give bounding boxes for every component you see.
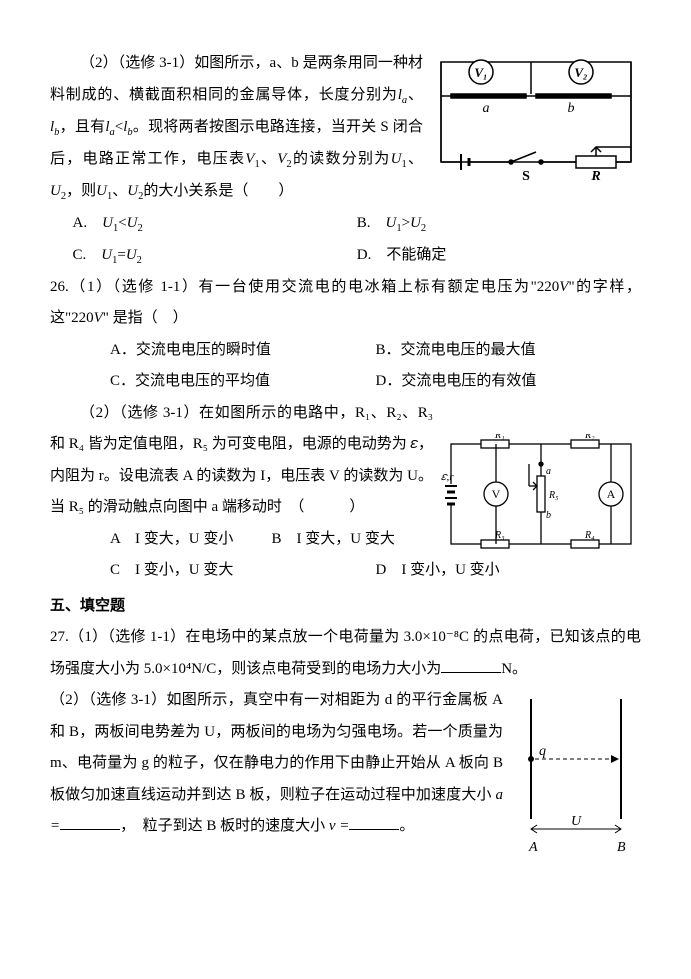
svg-text:a: a	[483, 101, 490, 116]
q26-p1-options-row1: A．交流电电压的瞬时值 B．交流电电压的最大值	[110, 335, 641, 367]
section-title: 五、填空题	[50, 591, 641, 623]
svg-text:V₁: V₁	[474, 65, 487, 80]
svg-text:V: V	[492, 487, 501, 501]
q25-option-c: C. U1=U2	[73, 240, 357, 272]
q26-p1-option-a: A．交流电电压的瞬时值	[110, 335, 376, 367]
q26-p1-options-row2: C．交流电电压的平均值 D．交流电电压的有效值	[110, 366, 641, 398]
svg-text:R₃: R₃	[494, 530, 505, 541]
blank-1	[441, 658, 501, 673]
q25-option-b: B. U1>U2	[357, 208, 641, 240]
svg-text:a: a	[546, 466, 551, 477]
q26-p2-option-b: B I 变大，U 变大	[272, 524, 434, 556]
q26-p2-option-a: A I 变大，U 变小	[110, 524, 272, 556]
svg-text:R₁: R₁	[494, 434, 505, 441]
q26-p1-option-d: D．交流电电压的有效值	[376, 366, 642, 398]
q27-diagram-svg: q U A B	[511, 689, 641, 859]
q25-circuit-svg: V₁ V₂ a b S R	[431, 52, 641, 182]
q25-option-a: A. U1<U2	[73, 208, 357, 240]
q26-part1: 26.（1）（选修 1-1）有一台使用交流电的电冰箱上标有额定电压为"220V"…	[50, 272, 641, 335]
svg-text:B: B	[617, 840, 626, 855]
svg-text:S: S	[522, 169, 530, 182]
q26-p1-option-b: B．交流电电压的最大值	[376, 335, 642, 367]
q26-circuit-figure: R₁ R₂ R₃ R₄ R₅ a b V A 𝜀,r	[441, 434, 641, 554]
svg-text:A: A	[607, 487, 616, 501]
svg-text:R₂: R₂	[584, 434, 595, 441]
q25-option-d: D. 不能确定	[357, 240, 641, 272]
svg-text:U: U	[571, 814, 582, 829]
svg-text:R: R	[590, 169, 600, 182]
svg-text:𝜀,r: 𝜀,r	[441, 471, 454, 483]
q25-circuit-figure: V₁ V₂ a b S R	[431, 52, 641, 182]
svg-text:R₄: R₄	[584, 530, 595, 541]
blank-3	[349, 815, 399, 830]
q26-p2-options-row1: A I 变大，U 变小 B I 变大，U 变大	[110, 524, 433, 556]
q27-part1: 27.（1）（选修 1-1）在电场中的某点放一个电荷量为 3.0×10⁻⁸C 的…	[50, 622, 641, 685]
q25-options-row1: A. U1<U2 B. U1>U2	[73, 208, 642, 240]
q26-p2-option-d: D I 变小，U 变小	[376, 555, 642, 587]
svg-text:R₅: R₅	[548, 490, 559, 501]
q26-p2-options-row2: C I 变小，U 变大 D I 变小，U 变小	[110, 555, 641, 587]
q26-p1-option-c: C．交流电电压的平均值	[110, 366, 376, 398]
svg-text:b: b	[568, 101, 575, 116]
svg-text:A: A	[528, 840, 538, 855]
q26-circuit-svg: R₁ R₂ R₃ R₄ R₅ a b V A 𝜀,r	[441, 434, 641, 554]
svg-text:q: q	[539, 744, 546, 759]
q25-options-row2: C. U1=U2 D. 不能确定	[73, 240, 642, 272]
q26-p2-option-c: C I 变小，U 变大	[110, 555, 376, 587]
q27-diagram-figure: q U A B	[511, 689, 641, 859]
blank-2	[60, 815, 120, 830]
svg-text:b: b	[546, 510, 551, 521]
svg-text:V₂: V₂	[574, 65, 587, 80]
